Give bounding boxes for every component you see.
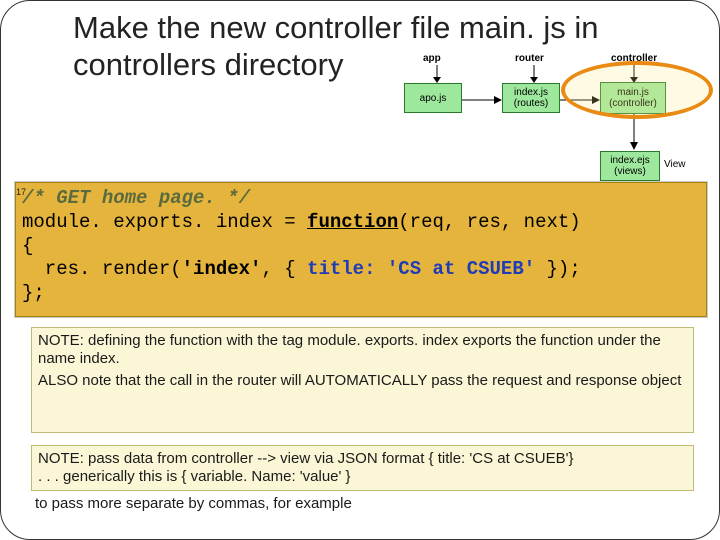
slide-number: 17 — [16, 187, 26, 197]
note-text: NOTE: pass data from controller --> view… — [38, 450, 687, 468]
note-text: ALSO note that the call in the router wi… — [38, 372, 687, 390]
label-router: router — [515, 53, 544, 64]
code-block: /* GET home page. */ module. exports. in… — [15, 182, 707, 317]
box-router: index.js (routes) — [502, 83, 560, 113]
label-app: app — [423, 53, 441, 64]
slide: Make the new controller file main. js in… — [0, 0, 720, 540]
code-text: }; — [22, 282, 45, 304]
code-text: res. render( — [22, 258, 182, 280]
box-view: index.ejs (views) — [600, 151, 660, 181]
arrow-down-icon — [628, 114, 640, 150]
code-text: }); — [547, 258, 581, 280]
code-keyword: function — [307, 211, 398, 233]
label-view: View — [664, 159, 686, 170]
arrow-down-icon — [431, 65, 443, 83]
arrow-down-icon — [528, 65, 540, 83]
note-box-2: NOTE: pass data from controller --> view… — [31, 445, 694, 491]
code-string: 'CS at CSUEB' — [376, 258, 547, 280]
box-app: apo.js — [404, 83, 462, 113]
code-key: title: — [307, 258, 375, 280]
code-comment: /* GET home page. */ — [22, 187, 250, 209]
code-text: { — [22, 235, 33, 257]
code-text: (req, res, next) — [398, 211, 580, 233]
code-text: module. exports. index = — [22, 211, 307, 233]
note-box-1: NOTE: defining the function with the tag… — [31, 327, 694, 433]
note-text: NOTE: defining the function with the tag… — [38, 332, 687, 368]
highlight-ellipse — [561, 61, 713, 119]
note-text: . . . generically this is { variable. Na… — [38, 468, 687, 486]
arrow-right-icon — [462, 95, 502, 105]
code-text: , { — [261, 258, 307, 280]
note-text: to pass more separate by commas, for exa… — [35, 495, 695, 512]
code-string: 'index' — [182, 258, 262, 280]
